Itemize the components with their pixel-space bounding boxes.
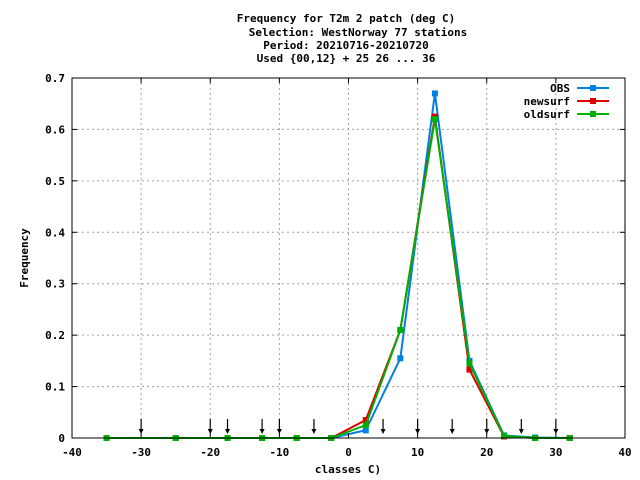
y-tick-label: 0 xyxy=(58,432,65,445)
class-boundary-arrow xyxy=(518,419,524,434)
title-line-1: Frequency for T2m 2 patch (deg C) xyxy=(237,12,456,25)
x-tick-label: -40 xyxy=(62,446,82,459)
series-point xyxy=(397,327,404,333)
y-tick-label: 0.6 xyxy=(45,123,65,136)
y-tick-label: 0.4 xyxy=(45,226,65,239)
class-boundary-arrow xyxy=(207,419,213,434)
x-tick-label: -10 xyxy=(269,446,289,459)
x-tick-label: -30 xyxy=(131,446,151,459)
series-lines xyxy=(103,90,573,441)
x-tick-label: 0 xyxy=(345,446,352,459)
series-newsurf xyxy=(103,113,573,441)
x-axis-label: classes C) xyxy=(315,463,381,476)
series-point xyxy=(362,427,369,434)
class-boundary-arrow xyxy=(553,419,559,434)
y-tick-label: 0.3 xyxy=(45,278,65,291)
legend-label-oldsurf: oldsurf xyxy=(524,108,570,121)
series-point xyxy=(466,360,473,367)
class-boundary-arrow xyxy=(484,419,490,434)
class-boundary-arrow xyxy=(225,419,231,434)
y-tick-label: 0.5 xyxy=(45,175,65,188)
x-tick-label: 40 xyxy=(618,446,631,459)
legend-label-newsurf: newsurf xyxy=(524,95,570,108)
y-tick-label: 0.7 xyxy=(45,72,65,85)
series-oldsurf xyxy=(103,116,573,441)
legend-swatch-marker xyxy=(590,85,596,91)
x-tick-label: 30 xyxy=(549,446,562,459)
class-boundary-arrow xyxy=(259,419,265,434)
class-boundary-arrow xyxy=(449,419,455,434)
series-point xyxy=(362,422,369,429)
class-boundary-arrow xyxy=(276,419,282,434)
series-point xyxy=(466,366,473,373)
chart-title: Frequency for T2m 2 patch (deg C) Select… xyxy=(237,12,468,65)
legend-swatch-marker xyxy=(590,98,596,104)
title-line-2: Selection: WestNorway 77 stations xyxy=(249,26,468,39)
grid-lines xyxy=(72,78,625,438)
title-line-3: Period: 20210716-20210720 xyxy=(263,39,429,52)
y-axis-ticks: 0 0.1 0.2 0.3 0.4 0.5 0.6 0.7 xyxy=(45,72,625,445)
x-tick-label: -20 xyxy=(200,446,220,459)
y-tick-label: 0.2 xyxy=(45,329,65,342)
series-point xyxy=(397,355,404,362)
series-point xyxy=(431,116,438,123)
series-point xyxy=(431,90,438,97)
class-boundary-arrows xyxy=(138,419,559,434)
legend-swatch-marker xyxy=(590,111,596,117)
series-point xyxy=(362,417,369,423)
x-axis-ticks: -40 -30 -20 -10 0 10 20 30 40 xyxy=(62,78,632,459)
title-line-4: Used {00,12} + 25 26 ... 36 xyxy=(257,52,436,65)
class-boundary-arrow xyxy=(380,419,386,434)
series-obs xyxy=(103,90,573,441)
x-tick-label: 20 xyxy=(480,446,493,459)
x-tick-label: 10 xyxy=(411,446,424,459)
series-line xyxy=(106,118,570,439)
y-tick-label: 0.1 xyxy=(45,381,65,394)
class-boundary-arrow xyxy=(138,419,144,434)
series-point xyxy=(501,432,508,439)
class-boundary-arrow xyxy=(415,419,421,434)
legend-label-obs: OBS xyxy=(550,82,570,95)
y-axis-label: Frequency xyxy=(18,228,31,288)
series-line xyxy=(106,116,570,439)
class-boundary-arrow xyxy=(311,419,317,434)
